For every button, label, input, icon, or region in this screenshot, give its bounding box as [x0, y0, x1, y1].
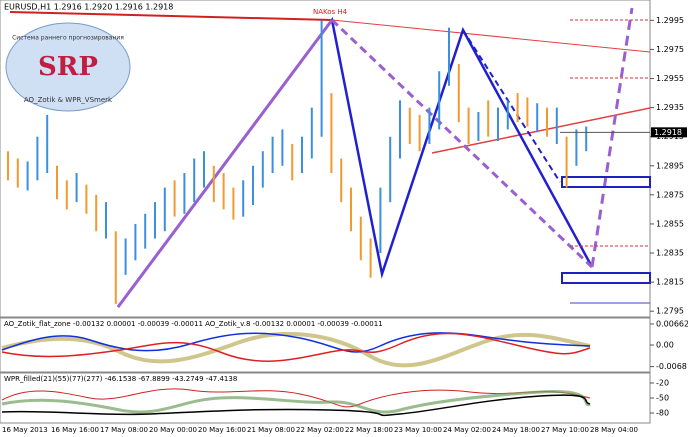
indicator-curves	[1, 332, 591, 417]
x-tick-label: 27 May 10:00	[541, 426, 589, 434]
y-tick-label: 1.2975	[656, 45, 684, 54]
x-tick-label: 16 May 2013	[2, 426, 48, 434]
wave-line	[116, 19, 334, 308]
zone-box	[561, 272, 651, 284]
trend-line	[9, 11, 333, 21]
current-price-box	[651, 127, 687, 138]
y-tick-label: 1.2935	[656, 103, 684, 112]
ao-line	[1, 332, 591, 362]
ao-label: AO_Zotik_flat_zone -0.00132 0.00001 -0.0…	[4, 320, 383, 328]
y-tick-label: -50	[656, 394, 669, 403]
wave-line	[590, 7, 634, 268]
logo-badge	[5, 22, 131, 112]
logo-title: SRP	[38, 52, 98, 82]
y-tick-label: -20	[656, 379, 669, 388]
y-tick-label: -0.0068	[656, 362, 687, 371]
y-tick-label: 1.2955	[656, 74, 684, 83]
x-tick-label: 22 May 18:00	[345, 426, 393, 434]
x-tick-label: 21 May 08:00	[247, 426, 295, 434]
x-tick-label: 22 May 02:00	[296, 426, 344, 434]
x-tick-label: 17 May 08:00	[100, 426, 148, 434]
x-tick-label: 28 May 04:00	[590, 426, 638, 434]
x-tick-label: 20 May 00:00	[149, 426, 197, 434]
wpr-line	[1, 394, 591, 417]
wpr-band	[1, 389, 591, 414]
y-tick-label: 1.2895	[656, 161, 684, 170]
drawings	[9, 7, 651, 308]
x-tick-label: 24 May 02:00	[443, 426, 491, 434]
x-tick-label: 20 May 16:00	[198, 426, 246, 434]
x-tick-label: 23 May 10:00	[394, 426, 442, 434]
trend-line	[331, 19, 651, 53]
y-tick-label: 0.00662	[656, 319, 688, 328]
trend-line	[431, 107, 651, 154]
symbol-header: EURUSD,H1 1.2916 1.2920 1.2916 1.2918	[4, 3, 173, 12]
zone-box	[561, 176, 651, 188]
y-tick-label: 1.2795	[656, 307, 684, 316]
logo: SRP Система раннего прогнозирования AO_Z…	[5, 22, 131, 112]
y-tick-label: 0.00	[656, 341, 674, 350]
logo-subtitle: Система раннего прогнозирования	[12, 35, 124, 42]
wpr-line	[1, 388, 591, 408]
y-tick-label: 1.2835	[656, 249, 684, 258]
wave-line	[330, 18, 594, 269]
x-tick-label: 16 May 16:00	[51, 426, 99, 434]
x-tick-label: 24 May 18:00	[492, 426, 540, 434]
y-tick-label: -80	[656, 409, 669, 418]
annotation: NAKos H4	[313, 8, 348, 16]
y-tick-label: 1.2995	[656, 16, 684, 25]
wpr-label: WPR_filled(21)(55)(77)(277) -46.1538 -67…	[4, 375, 237, 383]
y-tick-label: 1.2815	[656, 278, 684, 287]
y-tick-label: 1.2875	[656, 190, 684, 199]
wave-line	[462, 29, 561, 183]
current-price-label: 1.2918	[654, 128, 682, 137]
logo-author: AO_Zotik & WPR_VSmerk	[24, 96, 113, 104]
ao-line	[1, 332, 591, 353]
y-tick-label: 1.2855	[656, 219, 684, 228]
